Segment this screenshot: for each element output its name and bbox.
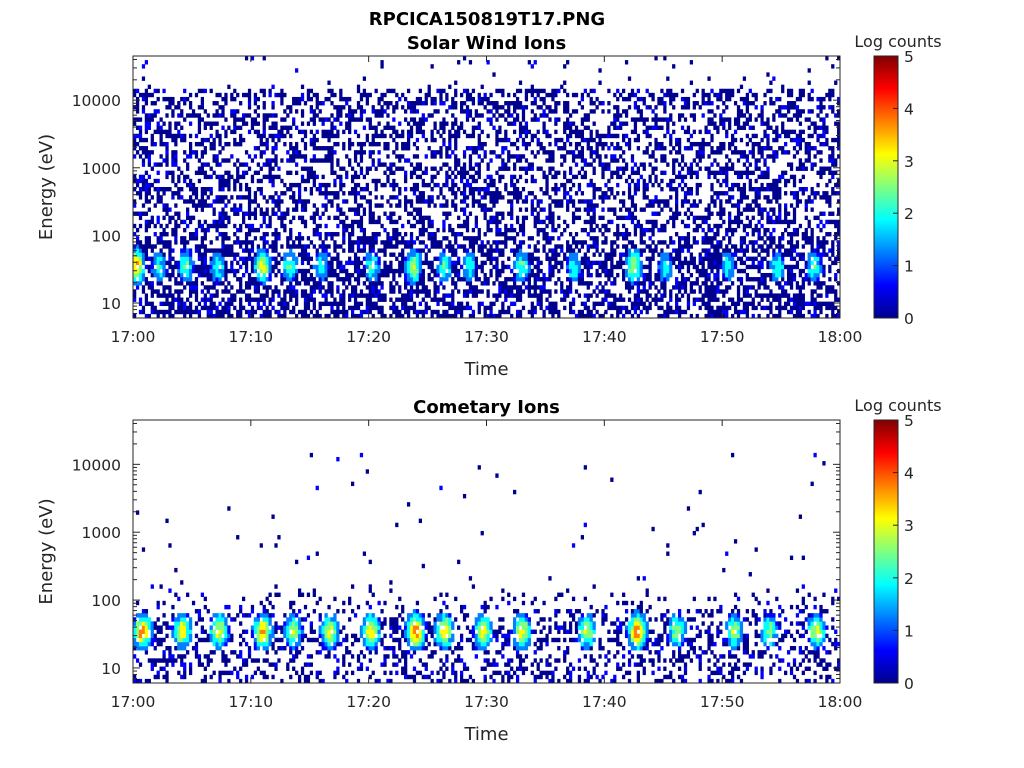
colorbar-label: Log counts bbox=[854, 396, 941, 415]
y-tick-label: 10 bbox=[101, 660, 121, 678]
solar-wind-ions-panel: 17:00 17:10 17:20 17:30 17:40 17:50 18:0010100… bbox=[36, 32, 942, 380]
x-tick-label: 18:00 bbox=[818, 328, 863, 346]
x-tick-label: 17:50 bbox=[700, 328, 745, 346]
colorbar-tick-label: 4 bbox=[904, 465, 914, 483]
colorbar bbox=[873, 419, 899, 684]
x-tick-label: 17:10 bbox=[228, 328, 273, 346]
colorbar-tick-label: 3 bbox=[904, 517, 914, 535]
x-tick-label: 17:00 bbox=[111, 328, 156, 346]
colorbar-tick-label: 5 bbox=[904, 412, 914, 430]
heatmap-cells bbox=[133, 452, 841, 684]
x-axis-label: Time bbox=[463, 724, 508, 745]
colorbar-tick-label: 3 bbox=[904, 153, 914, 171]
x-tick-label: 18:00 bbox=[818, 693, 863, 711]
colorbar-tick-label: 5 bbox=[904, 48, 914, 66]
colorbar-tick-label: 0 bbox=[904, 310, 914, 328]
y-tick-label: 10000 bbox=[72, 92, 121, 110]
panel-title: Solar Wind Ions bbox=[407, 33, 566, 54]
x-tick-label: 17:40 bbox=[582, 693, 627, 711]
x-tick-label: 17:20 bbox=[346, 693, 391, 711]
y-tick-label: 10000 bbox=[72, 456, 121, 474]
x-tick-label: 17:00 bbox=[111, 693, 156, 711]
cometary-ions-panel: 17:00 17:10 17:20 17:30 17:40 17:50 18:0010100… bbox=[36, 396, 942, 745]
figure-title: RPCICA150819T17.PNG bbox=[369, 9, 605, 30]
y-axis-label: Energy (eV) bbox=[36, 134, 57, 240]
y-axis-label: Energy (eV) bbox=[36, 498, 57, 604]
x-tick-label: 17:40 bbox=[582, 328, 627, 346]
colorbar-tick-label: 0 bbox=[904, 675, 914, 693]
x-tick-label: 17:30 bbox=[464, 693, 509, 711]
y-tick-label: 100 bbox=[91, 227, 121, 245]
heatmap-cells bbox=[133, 56, 841, 319]
colorbar bbox=[873, 55, 899, 319]
y-tick-label: 1000 bbox=[82, 524, 121, 542]
x-axis-label: Time bbox=[463, 359, 508, 380]
colorbar-tick-label: 4 bbox=[904, 100, 914, 118]
y-tick-label: 1000 bbox=[82, 160, 121, 178]
x-tick-label: 17:10 bbox=[228, 693, 273, 711]
colorbar-tick-label: 2 bbox=[904, 570, 914, 588]
panel-title: Cometary Ions bbox=[413, 397, 560, 418]
y-tick-label: 10 bbox=[101, 295, 121, 313]
y-tick-label: 100 bbox=[91, 592, 121, 610]
colorbar-label: Log counts bbox=[854, 32, 941, 51]
colorbar-tick-label: 1 bbox=[904, 258, 914, 276]
colorbar-tick-label: 1 bbox=[904, 622, 914, 640]
colorbar-tick-label: 2 bbox=[904, 205, 914, 223]
x-tick-label: 17:20 bbox=[346, 328, 391, 346]
x-tick-label: 17:50 bbox=[700, 693, 745, 711]
x-tick-label: 17:30 bbox=[464, 328, 509, 346]
